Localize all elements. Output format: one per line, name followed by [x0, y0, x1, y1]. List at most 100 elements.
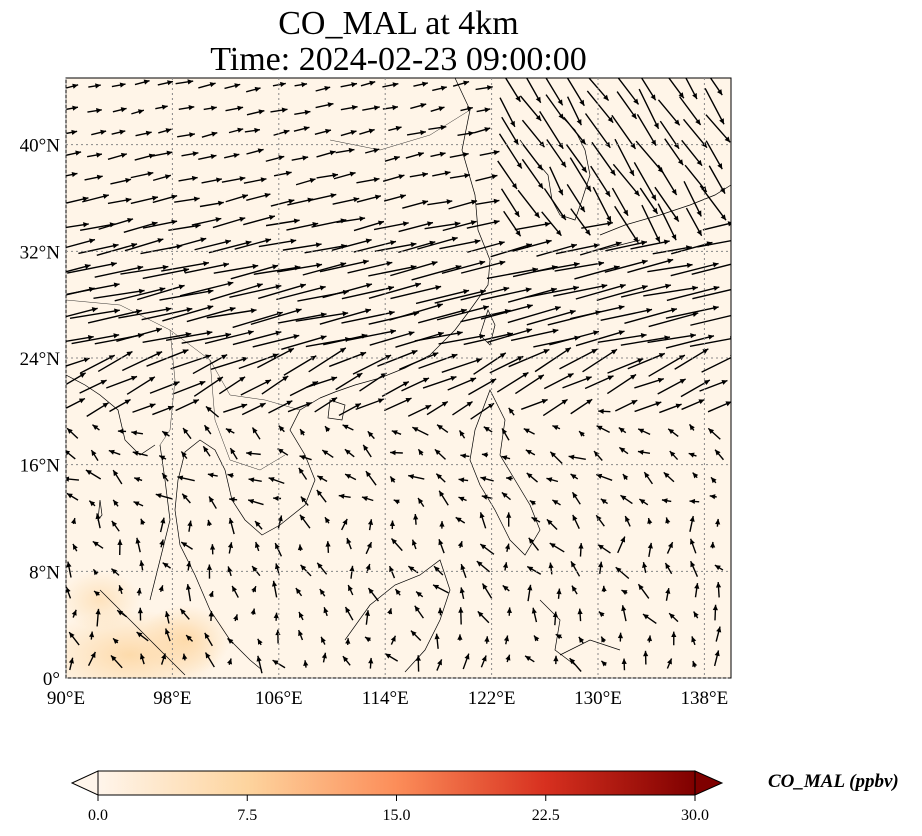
- wind-arrow-head: [693, 611, 699, 618]
- wind-arrow-head: [248, 499, 255, 505]
- wind-arrow-head: [113, 638, 119, 644]
- wind-arrow-head: [488, 403, 495, 409]
- wind-arrow-head: [117, 610, 124, 616]
- wind-arrow-head: [95, 608, 101, 615]
- wind-arrow-head: [578, 636, 585, 643]
- wind-arrow-head: [147, 171, 154, 177]
- wind-arrow-head: [110, 655, 117, 662]
- wind-arrow-shaft: [522, 143, 544, 171]
- wind-arrow-head: [131, 375, 138, 381]
- wind-arrow-head: [692, 472, 699, 479]
- wind-arrow-shaft: [422, 376, 457, 389]
- wind-arrow-head: [84, 264, 91, 270]
- wind-arrow-head: [653, 122, 659, 129]
- wind-arrow-head: [362, 259, 369, 265]
- wind-arrow-head: [715, 518, 721, 525]
- wind-arrow-head: [585, 185, 591, 192]
- wind-arrow-head: [348, 585, 353, 592]
- wind-arrow-head: [187, 520, 193, 527]
- wind-arrow-head: [479, 512, 485, 519]
- wind-arrow-head: [299, 514, 306, 521]
- wind-arrow-head: [597, 544, 604, 550]
- wind-arrow-head: [390, 450, 396, 456]
- wind-arrow-shaft: [212, 217, 246, 229]
- wind-arrow-head: [696, 210, 702, 217]
- wind-arrow-head: [673, 215, 679, 222]
- wind-arrow-head: [317, 562, 323, 569]
- wind-arrow-head: [303, 660, 309, 666]
- wind-arrow-head: [393, 155, 400, 161]
- myanmar-coastline: [149, 444, 171, 601]
- colorbar: 0.0 7.5 15.0 22.5 30.0: [70, 770, 724, 824]
- wind-arrow-head: [164, 174, 171, 180]
- wind-arrow-head: [368, 657, 374, 664]
- wind-arrow-head: [205, 652, 211, 659]
- wind-arrow-shaft: [142, 332, 192, 344]
- wind-arrow-head: [671, 234, 677, 241]
- co-field-background: [66, 78, 731, 678]
- wind-arrow-head: [460, 453, 467, 459]
- wind-arrow-head: [553, 655, 559, 662]
- wind-arrow-shaft: [258, 239, 297, 248]
- wind-arrow-head: [349, 171, 356, 177]
- wind-arrow-head: [182, 493, 188, 500]
- wind-arrow-shaft: [704, 87, 725, 125]
- wind-arrow-shaft: [514, 222, 551, 231]
- wind-arrow-head: [691, 636, 697, 643]
- wind-arrow-head: [620, 495, 627, 501]
- wind-arrow-head: [365, 637, 371, 643]
- wind-arrow-head: [458, 607, 464, 613]
- wind-arrow-shaft: [97, 350, 133, 373]
- wind-arrow-shaft: [600, 308, 653, 322]
- wind-arrow-head: [593, 330, 599, 336]
- wind-arrow-head: [178, 284, 185, 290]
- wind-arrow-head: [720, 214, 726, 221]
- wind-arrow-shaft: [617, 78, 640, 105]
- wind-arrow-head: [145, 130, 152, 136]
- wind-arrow-head: [193, 196, 200, 202]
- wind-arrow-head: [82, 196, 89, 202]
- wind-arrow-head: [366, 542, 372, 549]
- wind-arrow-head: [576, 119, 582, 126]
- wind-arrow-shaft: [566, 183, 586, 213]
- wind-arrow-shaft: [460, 261, 506, 274]
- wind-arrow-head: [155, 493, 162, 499]
- wind-arrow-head: [119, 129, 126, 135]
- wind-arrow-head: [319, 285, 326, 291]
- wind-arrow-head: [162, 264, 169, 271]
- wind-arrow-head: [199, 380, 206, 386]
- wind-arrow-head: [250, 608, 256, 615]
- colorbar-tick-label: 22.5: [532, 807, 560, 824]
- wind-arrow-shaft: [66, 336, 94, 343]
- wind-arrow-shaft: [210, 357, 249, 370]
- wind-arrow-shaft: [434, 290, 487, 304]
- wind-arrow-head: [502, 428, 508, 435]
- wind-arrow-head: [391, 430, 398, 436]
- wind-arrow-head: [607, 116, 614, 123]
- wind-arrow-shaft: [66, 223, 89, 229]
- wind-arrow-head: [299, 283, 306, 289]
- wind-arrow-shaft: [441, 358, 483, 373]
- wind-arrow-head: [499, 352, 506, 359]
- wind-arrow-shaft: [638, 88, 660, 130]
- colorbar-tick-label: 7.5: [237, 807, 257, 824]
- wind-arrow-shaft: [641, 204, 661, 243]
- wind-arrow-head: [94, 590, 100, 597]
- wind-arrow-head: [460, 564, 466, 571]
- wind-arrow-head: [392, 82, 399, 88]
- wind-arrow-head: [204, 425, 210, 432]
- colorbar-extend-min: [70, 770, 99, 796]
- wind-arrow-shaft: [605, 241, 648, 252]
- wind-arrow-head: [158, 585, 164, 592]
- map-time-subtitle: Time: 2024-02-23 09:00:00: [210, 41, 587, 78]
- wind-arrow-head: [293, 218, 300, 224]
- map-title: CO_MAL at 4km: [278, 5, 519, 42]
- wind-arrow-shaft: [490, 243, 533, 258]
- wind-arrow-head: [135, 309, 142, 315]
- wind-arrow-shaft: [680, 379, 711, 398]
- wind-arrow-head: [390, 240, 396, 246]
- wind-arrow-head: [611, 349, 618, 355]
- wind-arrow-head: [208, 611, 214, 617]
- wind-arrow-shaft: [612, 163, 641, 197]
- wind-arrow-head: [148, 376, 155, 382]
